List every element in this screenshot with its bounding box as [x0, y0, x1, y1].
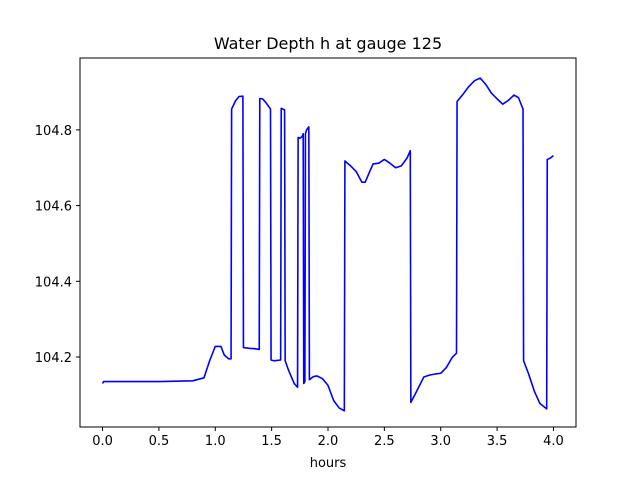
- x-tick-label: 3.5: [487, 434, 508, 449]
- x-tick-label: 2.0: [318, 434, 339, 449]
- y-tick-label: 104.2: [35, 351, 72, 366]
- x-tick-label: 4.0: [543, 434, 564, 449]
- x-tick-label: 3.0: [430, 434, 451, 449]
- y-tick-label: 104.4: [35, 275, 72, 290]
- x-tick-label: 1.5: [261, 434, 282, 449]
- x-tick-label: 2.5: [374, 434, 395, 449]
- x-axis-ticks: 0.0 0.5 1.0 1.5 2.0 2.5 3.0 3.5 4.0: [92, 427, 564, 449]
- y-axis-ticks: 104.2 104.4 104.6 104.8: [35, 124, 80, 366]
- y-tick-label: 104.8: [35, 124, 72, 139]
- series-line-0: [101, 77, 554, 412]
- x-tick-label: 1.0: [205, 434, 226, 449]
- y-tick-label: 104.6: [35, 200, 72, 215]
- x-tick-label: 0.0: [92, 434, 113, 449]
- x-tick-label: 0.5: [149, 434, 170, 449]
- chart-title: Water Depth h at gauge 125: [214, 34, 442, 53]
- x-axis-label: hours: [310, 456, 347, 471]
